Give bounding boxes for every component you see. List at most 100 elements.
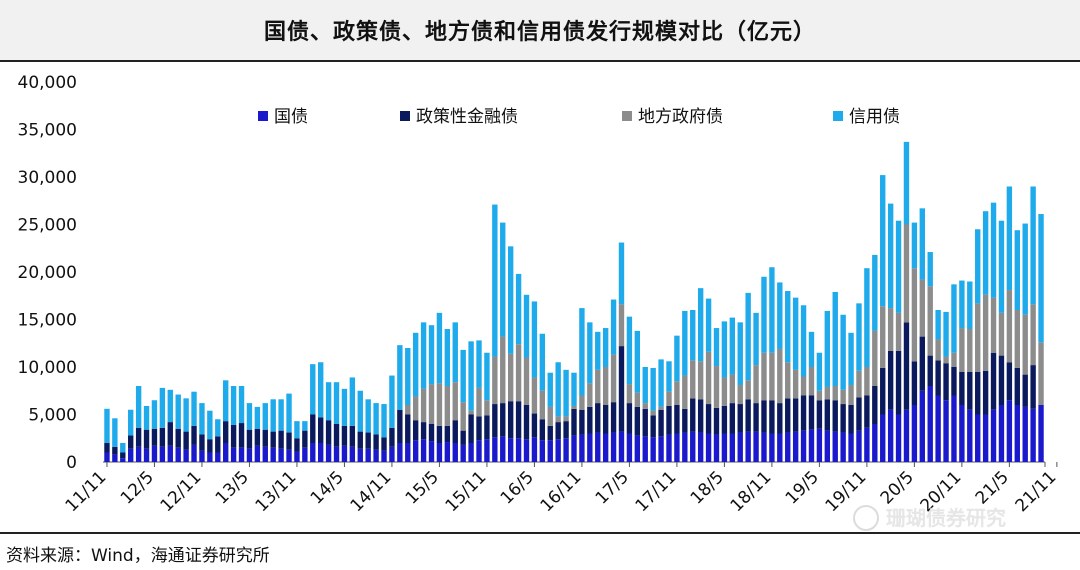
x-tick-label: 19/5 bbox=[782, 467, 823, 508]
bar-segment-xinyongzhai bbox=[389, 375, 395, 428]
bar-segment-zhengcezhai bbox=[713, 407, 720, 435]
bar-segment-guozhai bbox=[1030, 408, 1036, 462]
bar-segment-zhengcezhai bbox=[199, 434, 205, 451]
bar-segment-guozhai bbox=[515, 438, 522, 462]
bar-segment-difangzhai bbox=[531, 377, 538, 414]
bar-segment-xinyongzhai bbox=[1030, 186, 1036, 305]
bar-segment-guozhai bbox=[175, 447, 181, 462]
bar-segment-xinyongzhai bbox=[587, 322, 593, 384]
bar-segment-xinyongzhai bbox=[864, 268, 870, 367]
bar-segment-xinyongzhai bbox=[254, 406, 261, 429]
bar-segment-difangzhai bbox=[626, 384, 633, 404]
bar-segment-xinyongzhai bbox=[967, 281, 973, 329]
bar-segment-xinyongzhai bbox=[642, 367, 648, 404]
y-tick-label: 40,000 bbox=[18, 73, 77, 93]
bar-segment-xinyongzhai bbox=[832, 291, 838, 386]
bar-segment-guozhai bbox=[824, 430, 830, 462]
bar-segment-xinyongzhai bbox=[128, 409, 134, 436]
bar-segment-xinyongzhai bbox=[595, 331, 601, 370]
bar-segment-zhengcezhai bbox=[555, 422, 561, 440]
bar-segment-zhengcezhai bbox=[515, 401, 522, 439]
bar-segment-difangzhai bbox=[903, 224, 910, 323]
bar-segment-difangzhai bbox=[745, 380, 751, 400]
chart-title: 国债、政策债、地方债和信用债发行规模对比（亿元） bbox=[263, 20, 816, 45]
bar-segment-difangzhai bbox=[729, 374, 736, 404]
bar-segment-zhengcezhai bbox=[167, 422, 173, 446]
bar-segment-zhengcezhai bbox=[753, 403, 759, 432]
bar-segment-xinyongzhai bbox=[143, 405, 150, 430]
x-tick-label: 12/11 bbox=[157, 467, 206, 516]
bar-segment-zhengcezhai bbox=[412, 420, 419, 441]
bar-segment-guozhai bbox=[690, 431, 696, 462]
bar-segment-zhengcezhai bbox=[531, 413, 538, 438]
bar-segment-guozhai bbox=[975, 414, 981, 462]
bar-segment-xinyongzhai bbox=[785, 291, 791, 363]
bar-segment-zhengcezhai bbox=[618, 346, 625, 432]
bar-segment-zhengcezhai bbox=[159, 427, 166, 447]
bar-segment-zhengcezhai bbox=[500, 403, 506, 437]
bar-segment-xinyongzhai bbox=[579, 308, 585, 396]
bar-segment-guozhai bbox=[492, 437, 498, 462]
bar-segment-zhengcezhai bbox=[270, 431, 276, 448]
bar-segment-guozhai bbox=[563, 438, 569, 462]
bar-segment-zhengcezhai bbox=[880, 367, 886, 415]
bar-segment-xinyongzhai bbox=[935, 310, 941, 340]
bar-segment-guozhai bbox=[927, 386, 933, 462]
bar-segment-xinyongzhai bbox=[167, 389, 173, 423]
bar-segment-xinyongzhai bbox=[626, 316, 633, 385]
bar-segment-difangzhai bbox=[880, 306, 886, 368]
bar-segment-guozhai bbox=[207, 452, 213, 462]
bar-segment-xinyongzhai bbox=[215, 419, 221, 437]
bar-segment-xinyongzhai bbox=[816, 352, 823, 391]
bar-segment-difangzhai bbox=[848, 385, 854, 405]
bar-segment-guozhai bbox=[523, 439, 530, 462]
bar-segment-guozhai bbox=[436, 443, 443, 462]
bar-segment-guozhai bbox=[895, 414, 902, 462]
bar-segment-xinyongzhai bbox=[1038, 214, 1044, 343]
bar-segment-guozhai bbox=[856, 430, 862, 462]
bar-segment-zhengcezhai bbox=[318, 417, 324, 443]
bar-segment-difangzhai bbox=[895, 312, 902, 351]
bar-segment-difangzhai bbox=[935, 339, 941, 361]
legend-label: 信用债 bbox=[849, 107, 900, 127]
bar-segment-zhengcezhai bbox=[674, 405, 680, 434]
bar-segment-xinyongzhai bbox=[357, 390, 363, 432]
bar-segment-guozhai bbox=[381, 450, 387, 462]
bar-segment-xinyongzhai bbox=[262, 403, 268, 430]
bar-segment-zhengcezhai bbox=[626, 403, 633, 434]
bar-segment-xinyongzhai bbox=[405, 348, 411, 405]
bar-segment-guozhai bbox=[555, 439, 561, 462]
x-tick-label: 21/5 bbox=[972, 467, 1013, 508]
bar-segment-xinyongzhai bbox=[571, 372, 577, 406]
bar-segment-xinyongzhai bbox=[436, 312, 443, 384]
bar-segment-xinyongzhai bbox=[856, 303, 862, 371]
bar-segment-zhengcezhai bbox=[666, 405, 672, 435]
bar-segment-xinyongzhai bbox=[729, 317, 736, 375]
bar-segment-guozhai bbox=[1038, 405, 1044, 462]
bar-segment-difangzhai bbox=[412, 396, 419, 421]
bar-segment-zhengcezhai bbox=[539, 419, 546, 441]
bar-segment-xinyongzhai bbox=[476, 340, 482, 388]
bar-segment-zhengcezhai bbox=[428, 424, 435, 442]
y-tick-label: 30,000 bbox=[18, 168, 77, 188]
bar-segment-xinyongzhai bbox=[135, 386, 142, 428]
bar-segment-zhengcezhai bbox=[468, 414, 474, 443]
bar-segment-zhengcezhai bbox=[397, 409, 403, 443]
bar-segment-xinyongzhai bbox=[484, 352, 490, 401]
bar-segment-guozhai bbox=[666, 434, 672, 462]
bar-segment-zhengcezhai bbox=[191, 425, 197, 445]
bar-segment-difangzhai bbox=[792, 369, 799, 399]
bar-segment-zhengcezhai bbox=[452, 420, 458, 443]
bar-segment-zhengcezhai bbox=[563, 421, 569, 439]
bar-segment-zhengcezhai bbox=[610, 402, 617, 433]
bar-segment-xinyongzhai bbox=[769, 267, 775, 353]
bar-segment-difangzhai bbox=[998, 312, 1005, 356]
bar-segment-zhengcezhai bbox=[547, 425, 553, 441]
bar-segment-guozhai bbox=[500, 436, 506, 462]
bar-segment-xinyongzhai bbox=[998, 220, 1005, 313]
bar-segment-guozhai bbox=[982, 414, 989, 462]
bar-segment-xinyongzhai bbox=[943, 311, 949, 357]
bar-segment-xinyongzhai bbox=[990, 202, 997, 298]
bar-segment-difangzhai bbox=[911, 268, 918, 362]
bar-segment-zhengcezhai bbox=[856, 397, 862, 431]
